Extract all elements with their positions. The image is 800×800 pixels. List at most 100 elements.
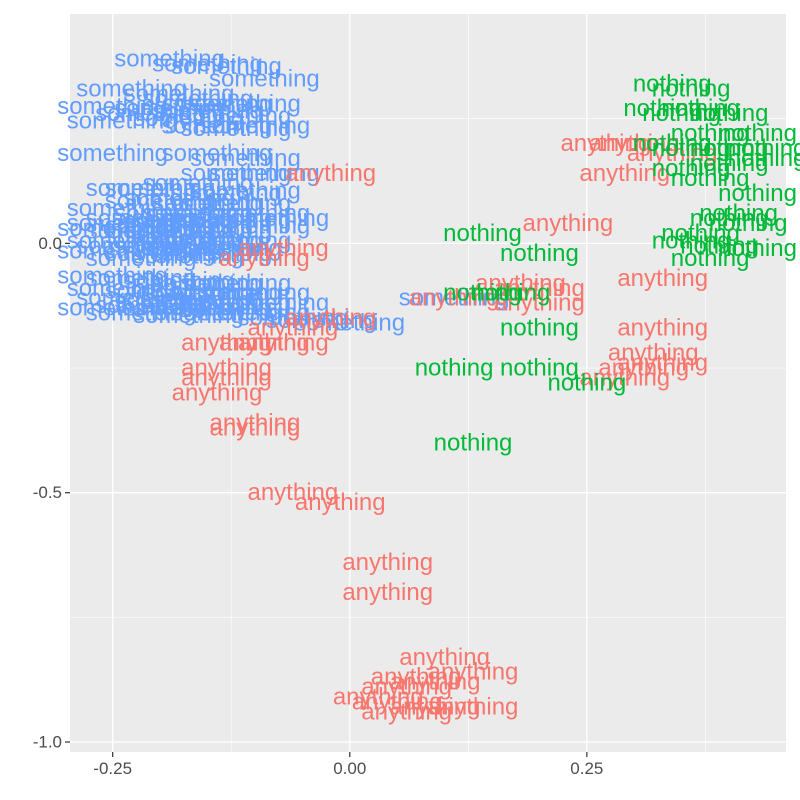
point-label-something: something: [114, 95, 225, 122]
point-label-something: something: [200, 300, 311, 327]
point-label-something: something: [57, 93, 168, 120]
point-label-something: something: [200, 212, 311, 239]
point-label-something: something: [171, 235, 282, 262]
point-label-something: something: [133, 302, 244, 329]
point-label-anything: anything: [523, 210, 614, 237]
point-label-something: something: [190, 90, 301, 117]
point-label-something: something: [162, 295, 273, 322]
point-label-something: something: [181, 115, 292, 142]
point-label-something: something: [219, 205, 330, 232]
point-label-something: something: [86, 205, 197, 232]
point-label-anything: anything: [247, 315, 338, 342]
point-label-nothing: nothing: [680, 232, 759, 259]
point-label-nothing: nothing: [671, 245, 750, 272]
point-label-anything: anything: [285, 160, 376, 187]
point-label-anything: anything: [579, 160, 670, 187]
point-label-something: something: [114, 232, 225, 259]
point-label-something: something: [67, 227, 178, 254]
point-label-something: something: [124, 185, 235, 212]
point-label-something: something: [171, 300, 282, 327]
point-label-anything: anything: [428, 694, 519, 721]
point-label-something: something: [57, 262, 168, 289]
point-label-something: something: [209, 65, 320, 92]
point-label-something: something: [124, 207, 235, 234]
point-label-something: something: [95, 100, 206, 127]
point-label-anything: anything: [627, 140, 718, 167]
point-label-something: something: [200, 280, 311, 307]
point-label-something: something: [200, 200, 311, 227]
point-label-something: something: [143, 280, 254, 307]
point-label-anything: anything: [219, 245, 310, 272]
point-label-something: something: [57, 237, 168, 264]
point-label-nothing: nothing: [633, 130, 712, 157]
point-label-anything: anything: [617, 350, 708, 377]
point-label-something: something: [237, 305, 348, 332]
point-label-anything: anything: [589, 130, 680, 157]
point-label-anything: anything: [475, 270, 566, 297]
point-label-nothing: nothing: [661, 220, 740, 247]
point-label-something: something: [57, 295, 168, 322]
point-label-anything: anything: [409, 285, 500, 312]
x-tick-label: 0.00: [333, 759, 366, 778]
point-label-anything: anything: [238, 330, 329, 357]
y-tick-label: -0.5: [33, 483, 62, 502]
point-label-something: something: [181, 190, 292, 217]
point-label-nothing: nothing: [652, 75, 731, 102]
point-label-anything: anything: [295, 489, 386, 516]
point-label-anything: anything: [399, 644, 490, 671]
point-label-something: something: [190, 178, 301, 205]
point-label-anything: anything: [579, 365, 670, 392]
point-label-anything: anything: [361, 674, 452, 701]
point-label-anything: anything: [181, 330, 272, 357]
minor-gridlines: [70, 14, 786, 752]
point-label-anything: anything: [371, 664, 462, 691]
point-label-anything: anything: [608, 340, 699, 367]
major-gridlines: [70, 14, 786, 752]
point-label-anything: anything: [333, 684, 424, 711]
point-label-something: something: [171, 180, 282, 207]
point-label-something: something: [143, 85, 254, 112]
point-label-something: something: [162, 217, 273, 244]
point-label-nothing: nothing: [699, 200, 778, 227]
point-label-something: something: [152, 98, 263, 125]
point-label-something: something: [181, 160, 292, 187]
point-label-anything: anything: [342, 549, 433, 576]
point-label-something: something: [152, 287, 263, 314]
point-label-something: something: [133, 242, 244, 269]
point-label-something: something: [57, 140, 168, 167]
point-label-anything: anything: [361, 699, 452, 726]
point-label-anything: anything: [181, 365, 272, 392]
point-label-something: something: [152, 270, 263, 297]
point-label-nothing: nothing: [718, 180, 797, 207]
point-label-nothing: nothing: [633, 70, 712, 97]
point-label-nothing: nothing: [690, 205, 769, 232]
point-label-nothing: nothing: [443, 280, 522, 307]
point-label-nothing: nothing: [690, 135, 769, 162]
point-label-something: something: [105, 187, 216, 214]
point-label-something: something: [181, 227, 292, 254]
point-label-something: something: [114, 287, 225, 314]
point-label-something: something: [181, 290, 292, 317]
point-label-anything: anything: [390, 694, 481, 721]
point-label-something: something: [124, 295, 235, 322]
point-label-anything: anything: [352, 689, 443, 716]
point-label-something: something: [266, 307, 377, 334]
point-label-something: something: [171, 53, 282, 80]
point-label-something: something: [162, 240, 273, 267]
point-label-nothing: nothing: [728, 145, 800, 172]
point-label-anything: anything: [210, 414, 301, 441]
x-tick-label: 0.25: [570, 759, 603, 778]
point-label-something: something: [86, 217, 197, 244]
x-tick-label: -0.25: [93, 759, 132, 778]
point-label-something: something: [86, 245, 197, 272]
point-label-nothing: nothing: [443, 220, 522, 247]
y-tick-label: 0.0: [38, 234, 62, 253]
point-label-nothing: nothing: [718, 235, 797, 262]
point-label-anything: anything: [342, 579, 433, 606]
point-label-something: something: [181, 270, 292, 297]
point-label-anything: anything: [172, 379, 263, 406]
point-label-something: something: [114, 200, 225, 227]
text-points: somethingsomethingsomethingsomethingsome…: [57, 45, 800, 725]
point-label-something: something: [67, 108, 178, 135]
